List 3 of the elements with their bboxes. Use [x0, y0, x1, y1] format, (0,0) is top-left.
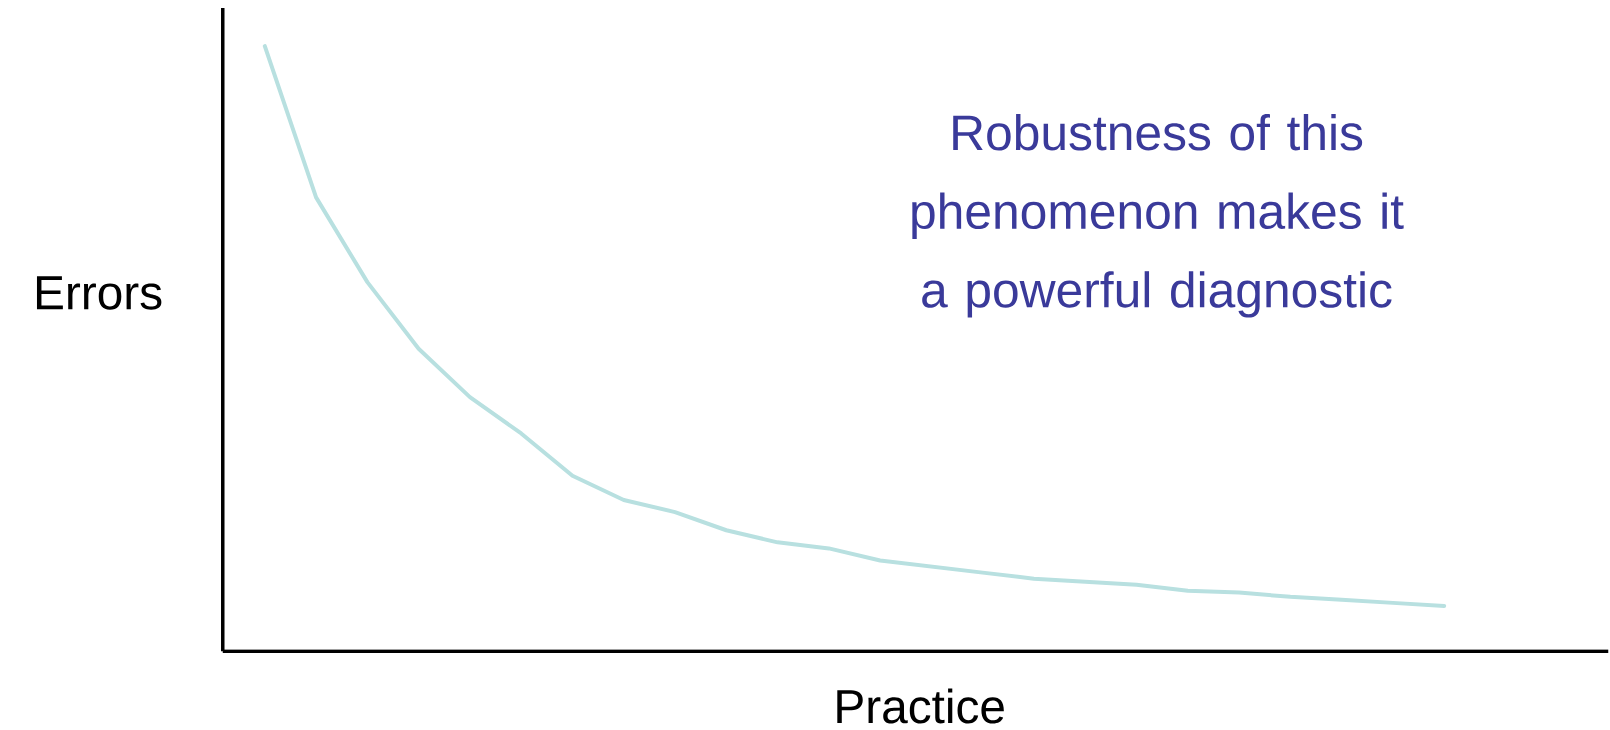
- annotation: Robustness of this phenomenon makes it a powerful diagnostic: [912, 113, 1404, 318]
- y-axis-title: Errors: [36, 276, 162, 310]
- x-axis-title: Practice: [837, 688, 1004, 724]
